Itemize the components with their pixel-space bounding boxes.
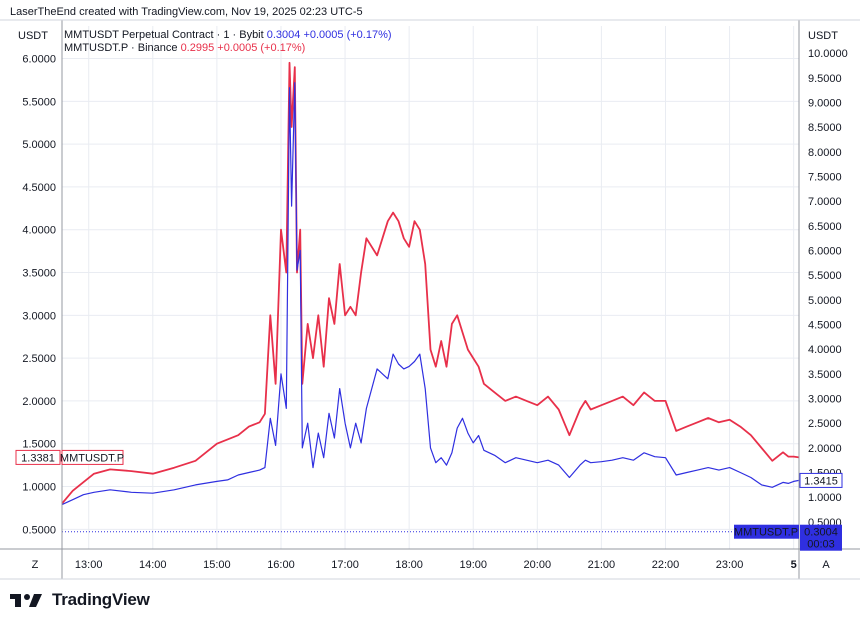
right-tick-label: 4.0000 — [808, 344, 842, 356]
bybit-right-price-box — [799, 472, 843, 488]
legend-bybit-last: 0.3004 — [267, 29, 304, 41]
left-tick-label: 4.0000 — [22, 225, 56, 237]
chart-legend: MMTUSDT Perpetual Contract · 1 · Bybit 0… — [64, 29, 392, 54]
last-price-value: 0.3004 — [804, 527, 838, 539]
legend-binance-last: 0.2995 — [181, 42, 218, 54]
tradingview-logo-icon — [10, 594, 42, 607]
right-tick-label: 10.0000 — [808, 48, 848, 60]
left-corner-label: Z — [32, 559, 39, 571]
x-tick-label: 16:00 — [267, 559, 295, 571]
x-tick-label: 20:00 — [524, 559, 552, 571]
right-tick-label: 7.0000 — [808, 196, 842, 208]
right-tick-label: 9.5000 — [808, 73, 842, 85]
left-tick-label: 2.5000 — [22, 353, 56, 365]
x-tick-label: 13:00 — [75, 559, 103, 571]
legend-binance: MMTUSDT.P · Binance 0.2995 +0.0005 (+0.1… — [64, 42, 305, 54]
chart-axes: 13:00 14:00 15:00 16:00 17:00 18:00 19:00 20:00… — [0, 19, 860, 580]
x-tick-label: 22:00 — [652, 559, 680, 571]
legend-binance-change: +0.0005 (+0.17%) — [217, 42, 305, 54]
chart-grid — [62, 26, 799, 549]
series-line-bybit — [61, 82, 800, 506]
right-corner-label: A — [822, 559, 830, 571]
left-tick-label: 4.5000 — [22, 182, 56, 194]
brand-name: TradingView — [52, 590, 150, 609]
left-axis-unit: USDT — [18, 30, 48, 42]
last-price-name: MMTUSDT.P — [734, 527, 798, 539]
x-tick-label: 18:00 — [395, 559, 423, 571]
last-price-value-box — [800, 524, 842, 551]
left-tick-label: 5.0000 — [22, 139, 56, 151]
x-tick-label: 23:00 — [716, 559, 744, 571]
x-tick-label: 5 — [791, 559, 797, 571]
series-line-binance — [61, 61, 800, 505]
right-tick-label: 6.5000 — [808, 221, 842, 233]
left-tick-label: 6.0000 — [22, 54, 56, 66]
right-tick-label: 7.5000 — [808, 171, 842, 183]
left-tick-label: 3.0000 — [22, 310, 56, 322]
chart-attribution: LaserTheEnd created with TradingView.com… — [10, 6, 363, 18]
countdown-label: 00:03 — [807, 539, 835, 551]
x-tick-label: 17:00 — [331, 559, 359, 571]
x-tick-label: 19:00 — [459, 559, 487, 571]
left-tick-label: 1.0000 — [22, 482, 56, 494]
legend-bybit: MMTUSDT Perpetual Contract · 1 · Bybit 0… — [64, 29, 392, 41]
binance-left-price-box — [15, 449, 61, 465]
right-tick-label: 5.0000 — [808, 295, 842, 307]
left-tick-label: 0.5000 — [22, 524, 56, 536]
right-tick-label: 8.5000 — [808, 122, 842, 134]
right-tick-label: 3.5000 — [808, 369, 842, 381]
right-tick-label: 1.0000 — [808, 492, 842, 504]
legend-bybit-name: MMTUSDT Perpetual Contract · 1 · Bybit — [64, 29, 267, 41]
legend-binance-name: MMTUSDT.P · Binance — [64, 42, 181, 54]
x-tick-label: 15:00 — [203, 559, 231, 571]
right-tick-label: 2.5000 — [808, 418, 842, 430]
right-tick-label: 4.5000 — [808, 320, 842, 332]
right-axis-unit: USDT — [808, 30, 838, 42]
last-price-name-box — [734, 524, 799, 539]
binance-left-name-box — [61, 449, 124, 465]
right-tick-label: 6.0000 — [808, 245, 842, 257]
right-tick-label: 5.5000 — [808, 270, 842, 282]
price-labels: 1.3381 MMTUSDT.P 1.3415 MMTUSDT.P 0.300400:0… — [15, 449, 843, 551]
left-tick-label: 5.5000 — [22, 96, 56, 108]
right-tick-label: 3.0000 — [808, 394, 842, 406]
binance-left-name: MMTUSDT.P — [60, 452, 124, 464]
bybit-right-price-value: 1.3415 — [804, 475, 838, 487]
x-tick-label: 14:00 — [139, 559, 167, 571]
legend-bybit-change: +0.0005 (+0.17%) — [303, 29, 391, 41]
left-tick-label: 3.5000 — [22, 268, 56, 280]
binance-left-price-value: 1.3381 — [21, 452, 55, 464]
x-tick-label: 21:00 — [588, 559, 616, 571]
right-tick-label: 9.0000 — [808, 97, 842, 109]
right-tick-label: 8.0000 — [808, 147, 842, 159]
left-tick-label: 1.5000 — [22, 439, 56, 451]
left-tick-label: 2.0000 — [22, 396, 56, 408]
right-tick-label: 2.0000 — [808, 443, 842, 455]
series-layer — [61, 61, 800, 533]
tradingview-brand[interactable]: TradingView — [10, 590, 150, 610]
